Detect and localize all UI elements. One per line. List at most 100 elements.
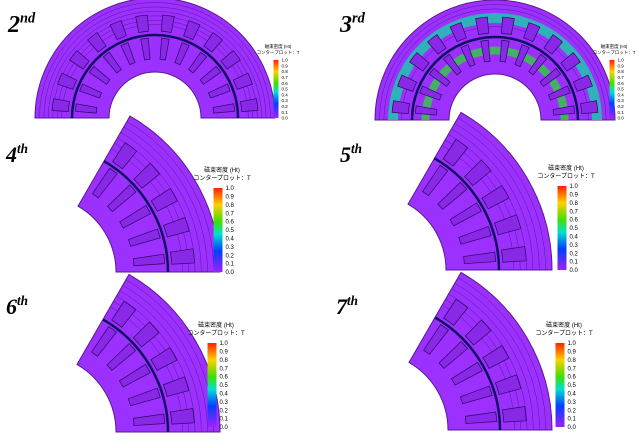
colorbar-tick-label: 0.5 xyxy=(570,226,579,232)
stator-slot xyxy=(464,159,492,187)
colorbar-tick-label: 0.4 xyxy=(282,92,289,97)
legend-title: 磁束密度 (Ht) xyxy=(546,321,582,329)
rotor-slot xyxy=(74,103,98,114)
rotor-slot xyxy=(414,105,438,116)
panel-label: 3rd xyxy=(339,10,366,38)
rotor-slot xyxy=(91,167,118,199)
colorbar-tick-label: 1.0 xyxy=(226,186,235,192)
colorbar-tick-label: 0.0 xyxy=(618,116,625,121)
rotor-slot xyxy=(159,37,170,61)
contour-line xyxy=(454,123,540,271)
rotor-slot xyxy=(449,202,482,227)
contour-line xyxy=(122,284,208,433)
panel-label: 2nd xyxy=(7,10,36,38)
stator-slot xyxy=(112,142,138,170)
panel: 5th 磁束密度 (Ht)コンタープロット：T 1.0 0.9 0.8 0.7 0.6 0.5… xyxy=(340,111,595,274)
stator-slot xyxy=(494,374,522,395)
stator-slot xyxy=(183,20,201,41)
stator-slot xyxy=(150,347,178,371)
colorbar-tick-label: 0.6 xyxy=(226,220,235,226)
air-gap xyxy=(433,157,501,271)
stator-slot xyxy=(572,74,593,92)
rotor-slot xyxy=(423,324,449,355)
colorbar-tick-label: 0.1 xyxy=(282,110,289,115)
stator-slot xyxy=(475,16,490,35)
label-suffix: th xyxy=(17,293,28,308)
colorbar-tick-label: 0.8 xyxy=(282,69,289,74)
stator-slot xyxy=(523,22,541,43)
panel: 6th 磁束密度 (Ht)コンタープロット：T 1.0 0.9 0.8 0.7 0.6 0.5… xyxy=(6,273,245,433)
legend-title: 磁束密度 (Ht) xyxy=(204,166,240,174)
colorbar-tick-label: 0.2 xyxy=(618,104,625,109)
colorbar-tick-label: 0.5 xyxy=(282,87,289,92)
rotor-slot xyxy=(458,226,492,245)
stator-slot xyxy=(409,52,430,72)
rotor-slot xyxy=(438,341,469,369)
label-suffix: nd xyxy=(20,10,36,26)
rotor-slot xyxy=(460,44,476,68)
stator-slot xyxy=(449,22,467,43)
legend-unit: コンタープロット：T xyxy=(257,49,300,56)
colorbar-tick-label: 0.0 xyxy=(226,270,235,276)
colorbar-tick-label: 0.1 xyxy=(618,110,625,115)
contour-line xyxy=(120,132,202,273)
colorbar-tick-label: 0.8 xyxy=(226,203,235,209)
machine-section xyxy=(408,271,553,431)
rotor-slot xyxy=(102,51,122,74)
colorbar-tick-label: 0.6 xyxy=(618,81,625,86)
colorbar-tick-label: 0.8 xyxy=(220,358,229,364)
colorbar-tick-label: 0.0 xyxy=(570,268,579,274)
panel: 4th 磁束密度 (Ht)コンタープロット：T 1.0 0.9 0.8 0.7 0.6 0.5… xyxy=(5,115,251,276)
rotor-slot xyxy=(88,65,111,85)
rotor-slot xyxy=(118,363,151,388)
rotor-slot xyxy=(459,385,493,405)
contour-line xyxy=(383,8,607,121)
colorbar-tick-label: 0.9 xyxy=(618,63,625,68)
contour-line xyxy=(451,288,534,431)
stator-slot xyxy=(501,246,527,263)
contour-line xyxy=(379,4,611,121)
rotor-slot xyxy=(528,53,548,76)
rotor-slot xyxy=(127,387,161,407)
rotor-slot xyxy=(107,184,137,213)
stator-slot xyxy=(442,138,469,167)
colorbar-tick-label: 0.8 xyxy=(570,201,579,207)
colorbar-tick-label: 0.5 xyxy=(220,383,229,389)
legend-title: 磁束密度 (Ht) xyxy=(198,321,234,329)
rotor-slot xyxy=(464,411,498,424)
rotor-slot xyxy=(547,85,571,101)
legend-unit: コンタープロット：T xyxy=(593,49,636,56)
colorbar-tick-label: 0.6 xyxy=(568,375,577,381)
colorbar xyxy=(609,60,615,118)
label-suffix: rd xyxy=(352,10,366,26)
colorbar-tick-label: 0.2 xyxy=(226,253,235,259)
colorbar-tick-label: 0.4 xyxy=(220,392,229,398)
flux-ring xyxy=(388,13,602,121)
stator-slot xyxy=(220,50,241,70)
colorbar-tick-label: 0.5 xyxy=(618,87,625,92)
legend-unit: コンタープロット：T xyxy=(537,172,595,180)
stator-slot xyxy=(109,20,127,41)
label-number: 5 xyxy=(340,142,351,167)
colorbar-tick-label: 0.7 xyxy=(570,209,579,215)
colorbar-tick-label: 0.5 xyxy=(226,228,235,234)
flux-ring xyxy=(421,46,569,121)
colorbar-tick-label: 0.4 xyxy=(226,237,235,243)
stator-slot xyxy=(170,408,195,425)
contour-line xyxy=(454,282,540,431)
colorbar-tick-label: 0.9 xyxy=(226,195,235,201)
colorbar-tick-label: 1.0 xyxy=(618,58,625,63)
rotor-slot xyxy=(79,83,103,99)
contour-line xyxy=(116,295,196,433)
colorbar-tick-label: 0.6 xyxy=(570,218,579,224)
legend-unit: コンタープロット：T xyxy=(193,174,251,182)
rotor-slot xyxy=(437,181,468,210)
stator-slot xyxy=(481,185,510,210)
colorbar xyxy=(273,60,279,118)
rotor-slot xyxy=(207,83,231,99)
label-suffix: th xyxy=(17,141,28,156)
stator-slot xyxy=(135,14,150,33)
air-gap xyxy=(103,160,170,273)
label-number: 2 xyxy=(7,12,20,38)
stator-slot xyxy=(87,32,107,53)
